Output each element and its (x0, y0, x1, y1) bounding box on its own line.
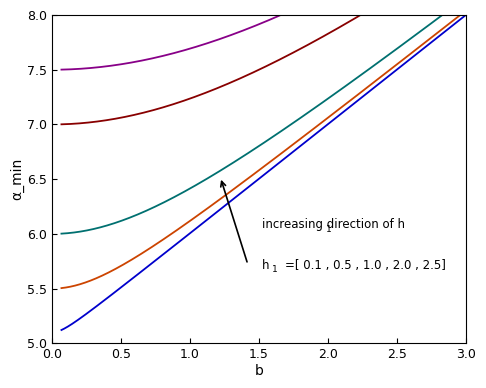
Y-axis label: α_min: α_min (10, 158, 24, 200)
Text: h: h (261, 259, 269, 272)
Text: increasing direction of h: increasing direction of h (261, 218, 405, 231)
Text: 1: 1 (326, 225, 332, 234)
Text: 1: 1 (272, 265, 278, 274)
X-axis label: b: b (255, 364, 263, 378)
Text: =[ 0.1 , 0.5 , 1.0 , 2.0 , 2.5]: =[ 0.1 , 0.5 , 1.0 , 2.0 , 2.5] (285, 259, 446, 272)
